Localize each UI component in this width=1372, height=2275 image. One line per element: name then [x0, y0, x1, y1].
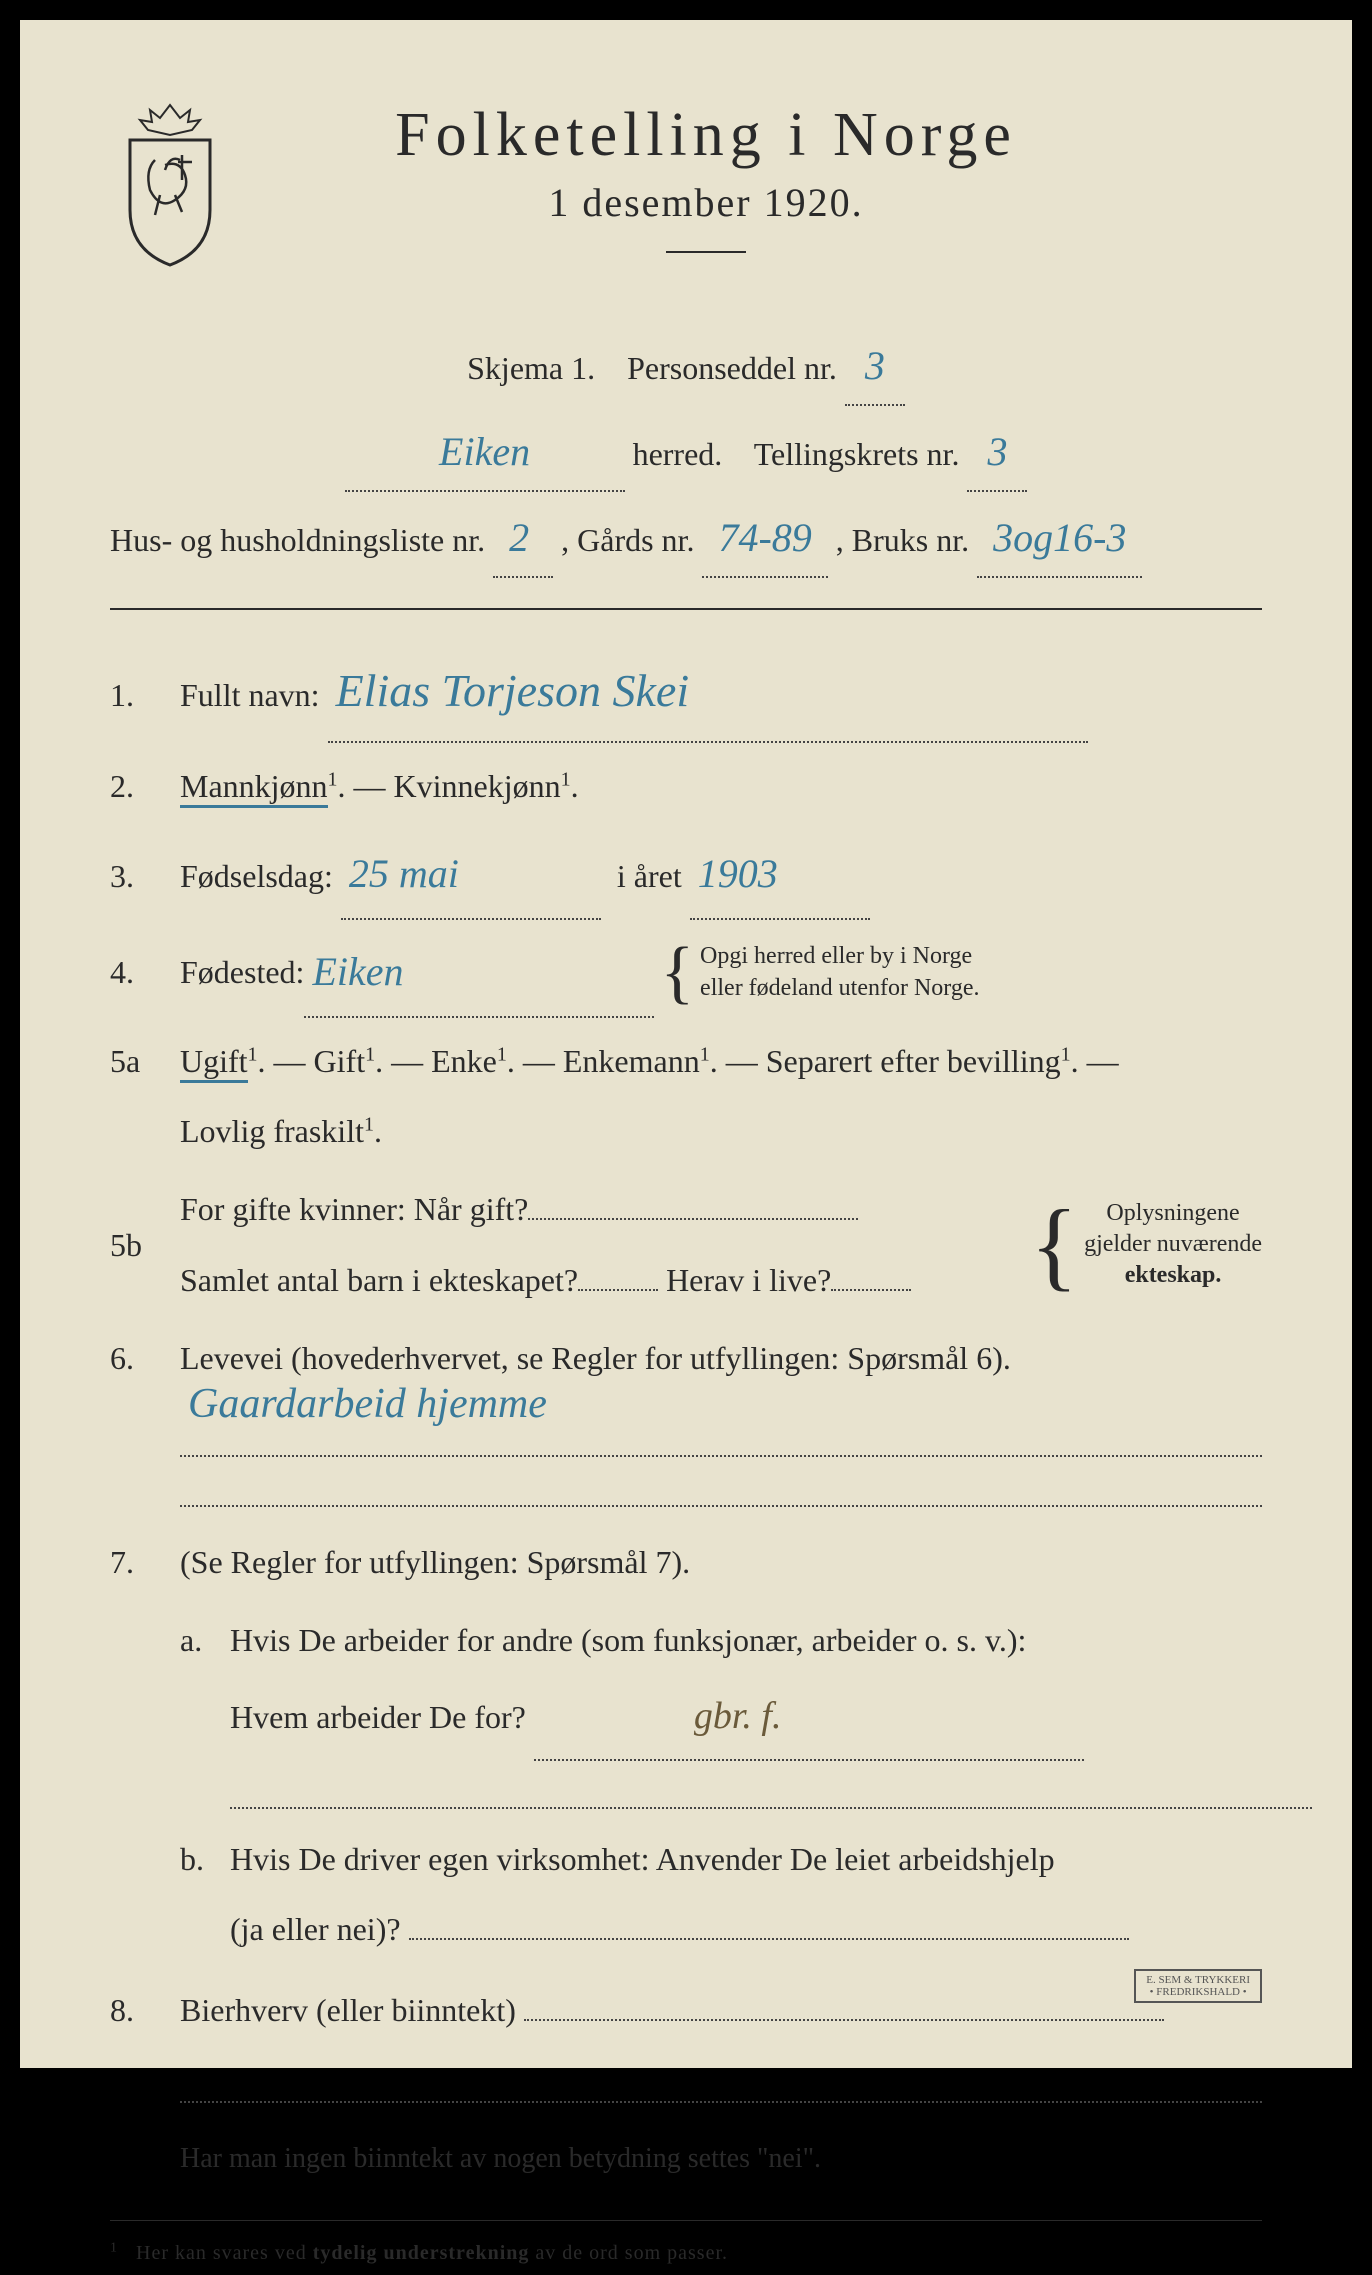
- printer-stamp: E. SEM & TRYKKERI • FREDRIKSHALD •: [1134, 1969, 1262, 2003]
- q5b-label2: Samlet antal barn i ekteskapet?: [180, 1262, 578, 1298]
- q5a-enkemann: Enkemann: [563, 1043, 700, 1079]
- q7b-num: b.: [180, 1824, 230, 1894]
- q5b-num: 5b: [110, 1210, 180, 1280]
- q4-value: Eiken: [304, 949, 411, 994]
- q1-row: 1. Fullt navn: Elias Torjeson Skei: [110, 640, 1262, 743]
- q6-num: 6.: [110, 1323, 180, 1393]
- q5a-gift: Gift: [314, 1043, 366, 1079]
- title-block: Folketelling i Norge 1 desember 1920.: [270, 100, 1262, 288]
- q6-value-line: Gaardarbeid hjemme: [180, 1402, 1262, 1457]
- main-title: Folketelling i Norge: [270, 100, 1142, 171]
- personseddel-label: Personseddel nr.: [627, 350, 837, 386]
- q5a-ugift: Ugift: [180, 1043, 248, 1083]
- schema-label: Skjema 1.: [467, 350, 595, 386]
- q5a-row: 5a Ugift1. — Gift1. — Enke1. — Enkemann1…: [110, 1026, 1262, 1167]
- q6-value: Gaardarbeid hjemme: [180, 1358, 555, 1450]
- q4-row: 4. Fødested: Eiken { Opgi herred eller b…: [110, 928, 1262, 1018]
- q7a-label1: Hvis De arbeider for andre (som funksjon…: [230, 1622, 1026, 1658]
- q5a-separert: Separert efter bevilling: [766, 1043, 1061, 1079]
- q7a-value: gbr. f.: [534, 1695, 790, 1737]
- q4-note: Opgi herred eller by i Norge eller fødel…: [700, 941, 979, 1003]
- q1-value: Elias Torjeson Skei: [328, 665, 698, 716]
- sub-title: 1 desember 1920.: [270, 179, 1142, 226]
- q5b-note: Oplysningene gjelder nuværende ekteskap.: [1084, 1198, 1262, 1292]
- coat-of-arms-icon: [110, 100, 230, 270]
- brace-icon: {: [1024, 1205, 1084, 1285]
- q5b-label3: Herav i live?: [666, 1262, 831, 1298]
- herred-label: herred.: [633, 436, 723, 472]
- footer-instruction: Har man ingen biinntekt av nogen betydni…: [180, 2128, 1262, 2190]
- q1-label: Fullt navn:: [180, 677, 320, 713]
- bruks-label: , Bruks nr.: [836, 522, 969, 558]
- q8-blank-line: [180, 2053, 1262, 2103]
- q3-day: 25 mai: [341, 851, 467, 896]
- q7a-block: a. Hvis De arbeider for andre (som funks…: [180, 1605, 1262, 1809]
- q3-year: 1903: [690, 851, 786, 896]
- gards-value: 74-89: [710, 515, 819, 560]
- gards-label: , Gårds nr.: [561, 522, 694, 558]
- q3-num: 3.: [110, 841, 180, 911]
- personseddel-value: 3: [857, 343, 893, 388]
- q3-year-label: i året: [617, 858, 682, 894]
- q6-blank-line: [180, 1457, 1262, 1507]
- q5a-enke: Enke: [431, 1043, 497, 1079]
- divider: [666, 251, 746, 253]
- q5b-row: 5b For gifte kvinner: Når gift? Samlet a…: [110, 1174, 1262, 1315]
- census-form-page: Folketelling i Norge 1 desember 1920. Sk…: [20, 20, 1352, 2068]
- q3-label: Fødselsdag:: [180, 858, 333, 894]
- q2-row: 2. Mannkjønn1. — Kvinnekjønn1.: [110, 751, 1262, 821]
- q7a-num: a.: [180, 1605, 230, 1675]
- brace-icon: {: [654, 945, 700, 1001]
- footnote: 1 Her kan svares ved tydelig understrekn…: [110, 2231, 1262, 2275]
- husliste-label: Hus- og husholdningsliste nr.: [110, 522, 485, 558]
- q7-num: 7.: [110, 1527, 180, 1597]
- q5b-label1: For gifte kvinner: Når gift?: [180, 1191, 528, 1227]
- q3-row: 3. Fødselsdag: 25 mai i året 1903: [110, 830, 1262, 920]
- q7a-label2: Hvem arbeider De for?: [230, 1699, 526, 1735]
- q7-label: (Se Regler for utfyllingen: Spørsmål 7).: [180, 1544, 690, 1580]
- header: Folketelling i Norge 1 desember 1920.: [110, 100, 1262, 288]
- footnote-divider: [110, 2220, 1262, 2221]
- q4-label: Fødested:: [180, 937, 304, 1007]
- section-divider: [110, 608, 1262, 610]
- form-body: 1. Fullt navn: Elias Torjeson Skei 2. Ma…: [110, 640, 1262, 2275]
- meta-section: Skjema 1. Personseddel nr. 3 Eiken herre…: [110, 328, 1262, 578]
- q7b-block: b. Hvis De driver egen virksomhet: Anven…: [180, 1824, 1262, 1965]
- q4-num: 4.: [110, 937, 180, 1007]
- husliste-value: 2: [501, 515, 537, 560]
- q7b-label1: Hvis De driver egen virksomhet: Anvender…: [230, 1841, 1055, 1877]
- tellingskrets-value: 3: [979, 429, 1015, 474]
- q8-row: 8. Bierhverv (eller biinntekt): [110, 1975, 1262, 2045]
- bruks-value: 3og16-3: [985, 515, 1134, 560]
- q1-num: 1.: [110, 660, 180, 730]
- q7-row: 7. (Se Regler for utfyllingen: Spørsmål …: [110, 1527, 1262, 1597]
- q2-num: 2.: [110, 751, 180, 821]
- q7b-label2: (ja eller nei)?: [230, 1911, 401, 1947]
- q2-mann: Mannkjønn: [180, 768, 328, 808]
- q5a-fraskilt: Lovlig fraskilt: [180, 1113, 364, 1149]
- tellingskrets-label: Tellingskrets nr.: [754, 436, 960, 472]
- q5a-num: 5a: [110, 1026, 180, 1096]
- herred-value: Eiken: [431, 429, 538, 474]
- q2-kvinne: Kvinnekjønn: [394, 768, 561, 804]
- q8-num: 8.: [110, 1975, 180, 2045]
- q8-label: Bierhverv (eller biinntekt): [180, 1992, 516, 2028]
